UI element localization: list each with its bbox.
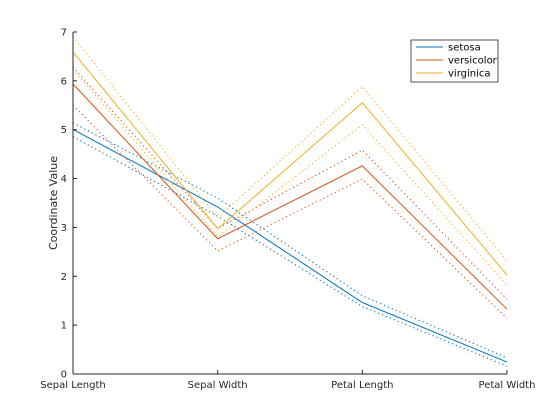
legend-label-virginica: virginica [448,69,491,80]
y-tick-label: 2 [61,272,67,283]
y-tick-label: 6 [61,76,67,87]
series-line-setosa [72,128,508,363]
x-tick-label: Petal Length [331,380,393,391]
series-upper-band-setosa [72,122,508,359]
legend: setosa versicolor virginica [410,39,499,83]
y-tick-label: 3 [61,223,67,234]
x-tick-label: Sepal Length [40,380,105,391]
legend-label-setosa: setosa [448,43,481,54]
legend-label-versicolor: versicolor [448,56,498,67]
y-ticks: 0 1 2 3 4 5 6 7 [61,28,77,381]
y-tick-label: 1 [61,321,67,332]
x-ticks: Sepal Length Sepal Width Petal Length Petal… [40,370,535,391]
y-tick-label: 5 [61,125,67,136]
x-tick-label: Petal Width [479,380,536,391]
x-tick-label: Sepal Width [188,380,248,391]
series-line-versicolor [72,83,508,310]
series-lower-band-versicolor [72,104,508,319]
series-line-virginica [72,51,508,276]
legend-items: setosa versicolor virginica [416,43,498,80]
series-upper-band-versicolor [72,66,508,300]
axes [72,32,507,375]
y-axis-title: Coordinate Value [47,156,60,250]
y-tick-label: 7 [61,28,67,39]
y-tick-label: 0 [61,370,67,381]
y-tick-label: 4 [61,174,67,185]
plot-area [72,36,508,367]
